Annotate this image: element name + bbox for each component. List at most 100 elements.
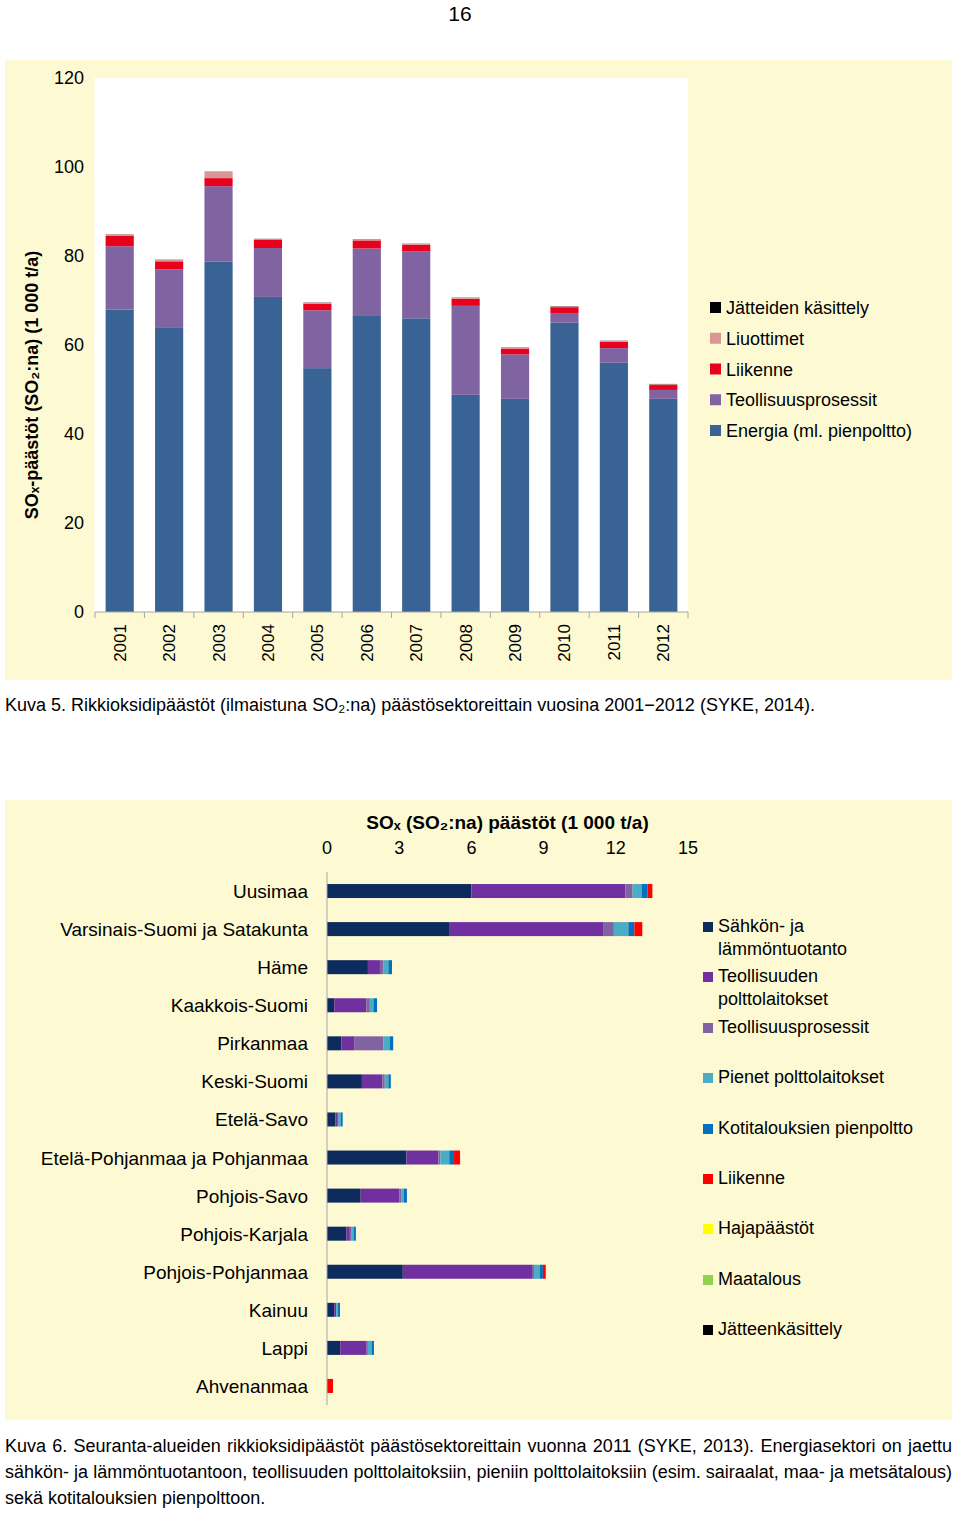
bar-segment bbox=[338, 1112, 341, 1126]
bar-segment bbox=[204, 172, 232, 178]
bar-segment bbox=[390, 1074, 391, 1088]
bar-segment bbox=[254, 238, 282, 239]
bar-segment bbox=[534, 1265, 540, 1279]
bar-segment bbox=[327, 1112, 335, 1126]
x-tick-label: 2008 bbox=[457, 624, 476, 662]
bar-segment bbox=[355, 1227, 356, 1241]
y-axis-label: SOₓ-päästöt (SO₂:na) (1 000 t/a) bbox=[22, 251, 42, 520]
bar-segment bbox=[471, 884, 625, 898]
bar-segment bbox=[391, 960, 392, 974]
bar-segment bbox=[533, 1265, 534, 1279]
bar-segment bbox=[633, 884, 642, 898]
bar-segment bbox=[377, 998, 378, 1012]
legend-swatch bbox=[710, 394, 721, 405]
bar-segment bbox=[339, 1303, 340, 1317]
bar-segment bbox=[368, 960, 380, 974]
y-tick-label: 60 bbox=[64, 335, 84, 355]
bar-segment bbox=[327, 922, 449, 936]
legend-swatch bbox=[710, 425, 721, 436]
bar-segment bbox=[350, 1227, 351, 1241]
legend-label: Maatalous bbox=[718, 1268, 954, 1291]
bar-segment bbox=[393, 1036, 394, 1050]
y-tick-label: 20 bbox=[64, 513, 84, 533]
chart-panel bbox=[5, 60, 952, 680]
bar-segment bbox=[338, 1303, 340, 1317]
x-axis-tick bbox=[193, 612, 194, 618]
bar-segment bbox=[155, 327, 183, 612]
bar-segment bbox=[399, 1189, 401, 1203]
x-tick-label: 2005 bbox=[308, 624, 327, 662]
legend-label: Kotitalouksien pienpoltto bbox=[718, 1117, 954, 1140]
bar-segment bbox=[384, 960, 389, 974]
bar-segment bbox=[353, 239, 381, 240]
bar-segment bbox=[361, 1189, 400, 1203]
bar-segment bbox=[600, 363, 628, 612]
bar-segment bbox=[367, 1341, 368, 1355]
bar-segment bbox=[353, 240, 381, 248]
legend-label: Liuottimet bbox=[726, 329, 804, 349]
bar-segment bbox=[204, 186, 232, 262]
bar-segment bbox=[377, 998, 378, 1012]
page-number: 16 bbox=[448, 2, 471, 25]
x-tick-label: 2012 bbox=[654, 624, 673, 662]
bar-segment bbox=[373, 1341, 374, 1355]
bar-segment bbox=[327, 998, 334, 1012]
bar-segment bbox=[402, 243, 430, 245]
y-tick-label: 0 bbox=[74, 602, 84, 622]
bar-segment bbox=[652, 884, 653, 898]
legend-label: Teollisuuden polttolaitokset bbox=[718, 965, 878, 1011]
bar-segment bbox=[342, 1112, 343, 1126]
bar-segment bbox=[649, 385, 677, 390]
bar-segment bbox=[155, 261, 183, 269]
bar-segment bbox=[106, 235, 134, 236]
bar-segment bbox=[327, 1151, 406, 1165]
legend-swatch bbox=[703, 1023, 713, 1033]
canvas: 1602040608010012020012002200320042005200… bbox=[0, 0, 960, 1536]
bar-segment bbox=[402, 318, 430, 612]
bar-segment bbox=[454, 1151, 460, 1165]
caption: Kuva 5. Rikkioksidipäästöt (ilmaistuna S… bbox=[5, 692, 865, 718]
bar-segment bbox=[501, 347, 529, 348]
bar-segment bbox=[652, 884, 653, 898]
bar-segment bbox=[334, 1303, 336, 1317]
legend-swatch bbox=[703, 972, 713, 982]
bar-segment bbox=[354, 1227, 356, 1241]
bar-segment bbox=[600, 340, 628, 342]
bar-segment bbox=[501, 347, 529, 349]
bar-segment bbox=[339, 1303, 340, 1317]
y-tick-label: Pohjois-Savo bbox=[196, 1186, 308, 1207]
x-tick-label: 2002 bbox=[160, 624, 179, 662]
bar-segment bbox=[393, 1036, 394, 1050]
legend-swatch bbox=[703, 1224, 713, 1234]
legend-swatch bbox=[703, 1174, 713, 1184]
bar-segment bbox=[648, 884, 653, 898]
bar-segment bbox=[342, 1112, 343, 1126]
x-axis-tick bbox=[243, 612, 244, 618]
bar-segment bbox=[452, 297, 480, 299]
bar-segment bbox=[649, 383, 677, 384]
x-axis-tick bbox=[688, 612, 689, 618]
bar-segment bbox=[353, 315, 381, 612]
bar-segment bbox=[543, 1265, 546, 1279]
bar-segment bbox=[501, 354, 529, 399]
y-tick-label: Pohjois-Pohjanmaa bbox=[143, 1262, 308, 1283]
bar-segment bbox=[106, 309, 134, 612]
bar-segment bbox=[649, 399, 677, 612]
bar-segment bbox=[155, 260, 183, 261]
bar-segment bbox=[384, 1036, 390, 1050]
y-tick-label: Pohjois-Karjala bbox=[180, 1224, 308, 1245]
bar-segment bbox=[390, 1074, 391, 1088]
bar-segment bbox=[368, 1341, 372, 1355]
y-tick-label: Pirkanmaa bbox=[217, 1033, 308, 1054]
legend-swatch bbox=[703, 1073, 713, 1083]
x-axis-tick bbox=[490, 612, 491, 618]
bar-segment bbox=[204, 262, 232, 612]
bar-segment bbox=[373, 1341, 374, 1355]
bar-segment bbox=[333, 1379, 334, 1393]
bar-segment bbox=[382, 1074, 384, 1088]
x-axis-tick bbox=[391, 612, 392, 618]
bar-segment bbox=[649, 384, 677, 386]
bar-segment bbox=[550, 313, 578, 323]
x-axis-tick bbox=[440, 612, 441, 618]
bar-segment bbox=[303, 302, 331, 304]
